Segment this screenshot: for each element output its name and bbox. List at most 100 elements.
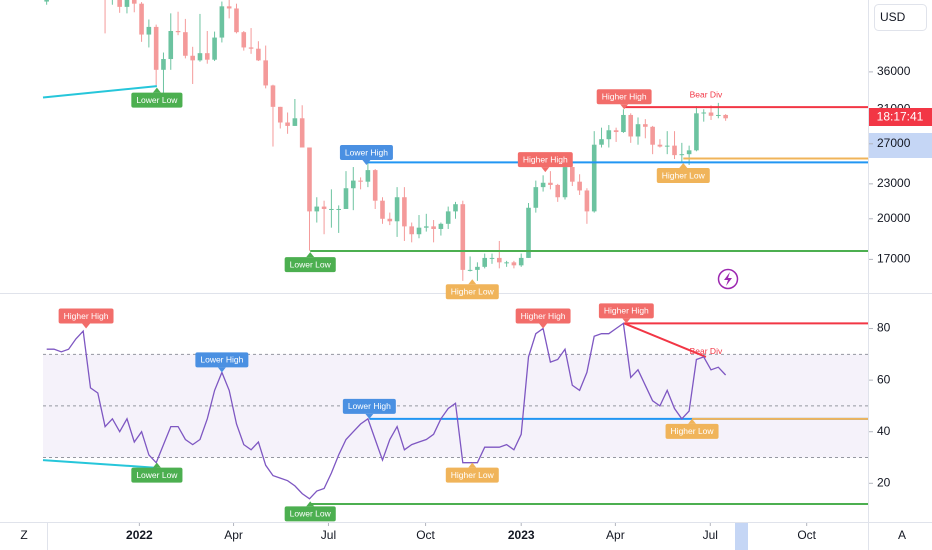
candle-body <box>657 144 663 147</box>
currency-label[interactable]: USD <box>880 10 906 24</box>
candle-body <box>204 53 210 60</box>
pivot-label-text: Lower Low <box>136 95 178 105</box>
candle-body <box>248 47 254 49</box>
pivot-label-text: Higher Low <box>671 426 715 436</box>
candle-body <box>416 227 422 235</box>
pivot-label: Higher Low <box>445 462 499 483</box>
candle-body <box>445 211 451 224</box>
pivot-label-box <box>517 152 573 168</box>
candle-body <box>708 112 714 116</box>
pivot-label-pointer <box>217 367 226 373</box>
pivot-label-pointer <box>82 323 91 329</box>
pivot-label-pointer <box>152 462 161 468</box>
pivot-label-box <box>58 308 114 324</box>
pivot-label: Higher High <box>58 308 114 329</box>
candle-body <box>168 30 174 60</box>
candle-body <box>44 0 49 2</box>
candle-body <box>431 226 436 229</box>
candle-body <box>635 124 641 137</box>
candle-body <box>540 182 546 188</box>
pivot-label-text: Higher High <box>602 92 647 102</box>
candle-body <box>329 208 334 210</box>
pivot-label-box <box>665 423 719 439</box>
candle-body <box>372 170 378 201</box>
candle-body <box>387 218 393 222</box>
pivot-label-box <box>284 506 336 522</box>
pivot-label-box <box>284 257 336 273</box>
pivot-label-pointer <box>152 87 161 93</box>
pivot-label: Higher High <box>598 303 654 324</box>
auto-scale-button[interactable]: A <box>898 528 906 542</box>
x-tick-label: Oct <box>416 528 435 542</box>
candle-body <box>139 3 144 35</box>
pivot-label: Lower Low <box>284 501 336 522</box>
candle-body <box>124 0 130 7</box>
countdown-badge <box>869 108 932 126</box>
candle-body <box>679 154 685 156</box>
candle-body <box>599 139 604 145</box>
pivot-label: Bear Div <box>690 346 723 356</box>
pivot-label-text: Lower High <box>200 355 243 365</box>
pivot-label: Lower High <box>342 398 396 419</box>
candle-body <box>511 262 517 266</box>
candle-body <box>621 114 626 133</box>
candle-body <box>453 204 458 212</box>
pivot-label: Higher High <box>517 152 573 173</box>
countdown-label: 18:17:41 <box>877 110 924 124</box>
pivot-label: Lower Low <box>284 252 336 273</box>
candle-body <box>526 207 531 258</box>
candle-body <box>380 200 385 219</box>
pivot-label-box <box>515 308 571 324</box>
candle-body <box>423 226 429 228</box>
pivot-label-text: Higher High <box>521 311 566 321</box>
candle-body <box>314 206 320 212</box>
pivot-label-box <box>598 303 654 319</box>
candle-body <box>489 257 495 259</box>
x-tick-label: Apr <box>224 528 243 542</box>
pivot-label-text: Higher High <box>64 311 109 321</box>
candle-body <box>402 197 407 227</box>
candle-body <box>650 126 655 145</box>
pivot-label-pointer <box>622 318 631 324</box>
rsi-pane <box>42 322 868 505</box>
candle-body <box>146 26 152 35</box>
candle-body <box>394 197 400 222</box>
x-tick-label: Oct <box>797 528 816 542</box>
pivot-label-box <box>195 352 249 368</box>
timezone-button[interactable]: Z <box>20 528 27 542</box>
candle-body <box>467 269 473 271</box>
candle-body <box>190 55 195 61</box>
pivot-label: Higher Low <box>656 163 710 184</box>
candle-body <box>358 180 363 182</box>
y-tick-label: 40 <box>877 424 891 438</box>
candle-body <box>285 122 290 126</box>
y-tick-label: 23000 <box>877 176 911 190</box>
currency-button[interactable] <box>874 4 927 31</box>
drawing-line <box>623 322 707 358</box>
pivot-label-pointer <box>362 160 371 166</box>
pivot-label-pointer <box>468 462 477 468</box>
candle-body <box>664 145 670 147</box>
candle-body <box>256 48 261 61</box>
candle-body <box>606 130 612 140</box>
candle-body <box>270 85 276 107</box>
candle-body <box>716 114 721 116</box>
candle-body <box>336 208 341 210</box>
alert-icon[interactable] <box>717 268 739 290</box>
candle-body <box>292 118 298 126</box>
pivot-label: Lower Low <box>131 87 183 108</box>
x-tick-label: 2022 <box>126 528 153 542</box>
candle-body <box>643 124 648 127</box>
pivot-label: Higher Low <box>665 418 719 439</box>
candle-body <box>365 170 371 182</box>
pivot-label-text: Higher High <box>523 154 568 164</box>
pivot-label-text: Bear Div <box>690 89 723 99</box>
pivot-label: Higher High <box>596 89 652 110</box>
candle-body <box>131 0 137 4</box>
pivot-label: Lower Low <box>131 462 183 483</box>
candle-body <box>234 8 239 33</box>
candle-body <box>409 226 414 235</box>
pivot-label-text: Lower Low <box>290 259 332 269</box>
y-tick-label: 36000 <box>877 64 911 78</box>
